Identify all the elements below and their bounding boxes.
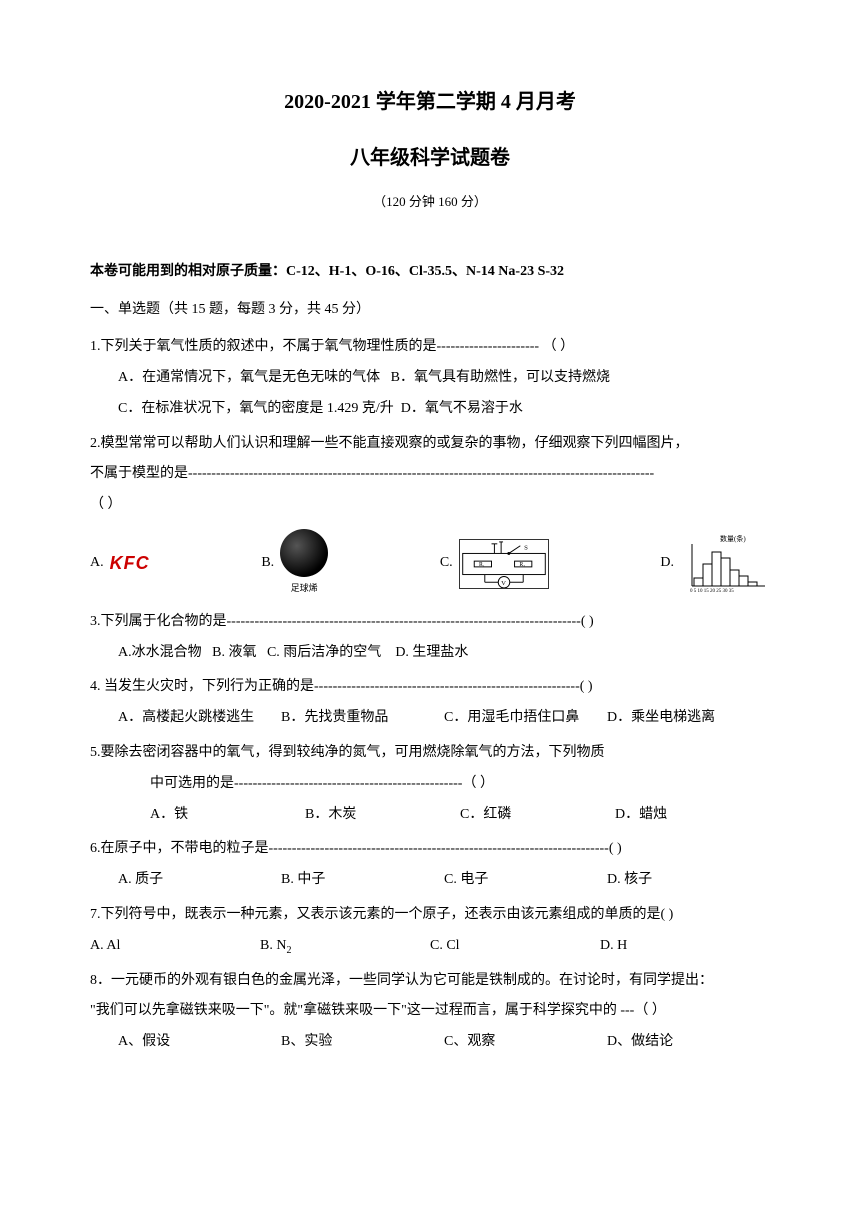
q8-optD: D、做结论 [607, 1027, 770, 1058]
q7-options: A. Al B. N2 C. Cl D. H [90, 931, 770, 962]
q4-stem: 4. 当发生火灾时，下列行为正确的是----------------------… [90, 672, 770, 703]
q8-stem-l1: 8．一元硬币的外观有银白色的金属光泽，一些同学认为它可能是铁制成的。在讨论时，有… [90, 966, 770, 997]
q7-optB: B. N2 [260, 931, 430, 962]
svg-text:R₂: R₂ [519, 562, 525, 568]
circuit-diagram-icon: S R₁ R₂ V [459, 539, 549, 589]
title-sub: 八年级科学试题卷 [90, 136, 770, 180]
q6-optB: B. 中子 [281, 865, 444, 896]
q2-stem-l2: 不属于模型的是---------------------------------… [90, 459, 770, 490]
svg-text:0 5 10 15 20 25 30 35: 0 5 10 15 20 25 30 35 [690, 589, 734, 594]
section-header: 一、单选题（共 15 题，每题 3 分，共 45 分） [90, 295, 770, 326]
q7-optA: A. Al [90, 931, 260, 962]
q8-stem-l2: "我们可以先拿磁铁来吸一下"。就"拿磁铁来吸一下"这一过程而言，属于科学探究中的… [90, 996, 770, 1027]
question-4: 4. 当发生火灾时，下列行为正确的是----------------------… [90, 672, 770, 734]
c60-wrap: 足球烯 [280, 529, 328, 599]
q3-optB: B. 液氧 [212, 645, 256, 660]
q8-optA: A、假设 [118, 1027, 281, 1058]
q3-stem: 3.下列属于化合物的是-----------------------------… [90, 607, 770, 638]
q1-optB: B．氧气具有助燃性，可以支持燃烧 [391, 370, 610, 385]
q3-optD: D. 生理盐水 [395, 645, 468, 660]
q2-optB-wrap: B. 足球烯 [261, 529, 328, 599]
q7-optD: D. H [600, 931, 770, 962]
q4-optD: D．乘坐电梯逃离 [607, 703, 770, 734]
q1-optA: A．在通常情况下，氧气是无色无味的气体 [118, 370, 380, 385]
q4-optA: A．高楼起火跳楼逃生 [118, 703, 281, 734]
q2-optD-label: D. [660, 548, 674, 579]
q1-stem: 1.下列关于氧气性质的叙述中，不属于氧气物理性质的是--------------… [90, 332, 770, 363]
question-7: 7.下列符号中，既表示一种元素，又表示该元素的一个原子，还表示由该元素组成的单质… [90, 900, 770, 962]
exam-info: （120 分钟 160 分） [90, 188, 770, 217]
q5-stem2: 中可选用的是----------------------------------… [90, 769, 770, 800]
q8-optB: B、实验 [281, 1027, 444, 1058]
question-8: 8．一元硬币的外观有银白色的金属光泽，一些同学认为它可能是铁制成的。在讨论时，有… [90, 966, 770, 1058]
q1-optD: D．氧气不易溶于水 [401, 401, 523, 416]
q6-optC: C. 电子 [444, 865, 607, 896]
c60-label: 足球烯 [280, 579, 328, 599]
q4-options: A．高楼起火跳楼逃生 B．先找贵重物品 C．用湿毛巾捂住口鼻 D．乘坐电梯逃离 [90, 703, 770, 734]
q1-optC: C．在标准状况下，氧气的密度是 1.429 克/升 [118, 401, 394, 416]
atomic-mass: 本卷可能用到的相对原子质量：C-12、H-1、O-16、Cl-35.5、N-14… [90, 257, 770, 288]
kfc-logo-icon: KFC [110, 544, 150, 584]
q6-optD: D. 核子 [607, 865, 770, 896]
svg-text:V: V [501, 580, 506, 587]
q8-options: A、假设 B、实验 C、观察 D、做结论 [90, 1027, 770, 1058]
q1-line1: A．在通常情况下，氧气是无色无味的气体 B．氧气具有助燃性，可以支持燃烧 [90, 363, 770, 394]
q3-optC: C. 雨后洁净的空气 [267, 645, 381, 660]
q6-optA: A. 质子 [118, 865, 281, 896]
q2-optC-label: C. [440, 548, 453, 579]
q5-optA: A．铁 [150, 800, 305, 831]
q2-optC-wrap: C. S R₁ R₂ V [440, 539, 549, 589]
question-2: 2.模型常常可以帮助人们认识和理解一些不能直接观察的或复杂的事物，仔细观察下列四… [90, 429, 770, 599]
q6-options: A. 质子 B. 中子 C. 电子 D. 核子 [90, 865, 770, 896]
q5-optB: B．木炭 [305, 800, 460, 831]
q1-line2: C．在标准状况下，氧气的密度是 1.429 克/升 D．氧气不易溶于水 [90, 394, 770, 425]
q5-optC: C．红磷 [460, 800, 615, 831]
q4-optB: B．先找贵重物品 [281, 703, 444, 734]
q7-stem: 7.下列符号中，既表示一种元素，又表示该元素的一个原子，还表示由该元素组成的单质… [90, 900, 770, 931]
question-6: 6.在原子中，不带电的粒子是--------------------------… [90, 834, 770, 896]
svg-text:S: S [524, 544, 528, 551]
q3-options: A.冰水混合物 B. 液氧 C. 雨后洁净的空气 D. 生理盐水 [90, 638, 770, 669]
q6-stem: 6.在原子中，不带电的粒子是--------------------------… [90, 834, 770, 865]
question-5: 5.要除去密闭容器中的氧气，得到较纯净的氮气，可用燃烧除氧气的方法，下列物质 中… [90, 738, 770, 830]
q2-optB-label: B. [261, 548, 274, 579]
hist-title: 数量(条) [720, 534, 746, 543]
q2-paren: （ ） [90, 490, 770, 521]
q2-image-row: A. KFC B. 足球烯 C. S R₁ [90, 529, 770, 599]
question-3: 3.下列属于化合物的是-----------------------------… [90, 607, 770, 669]
svg-text:R₁: R₁ [479, 562, 485, 568]
histogram-icon: 数量(条) 0 5 10 15 20 25 30 35 [680, 534, 770, 594]
q2-optA-label: A. [90, 548, 104, 579]
q5-options: A．铁 B．木炭 C．红磷 D．蜡烛 [90, 800, 770, 831]
q3-optA: A.冰水混合物 [118, 645, 202, 660]
q2-optD-wrap: D. 数量(条) 0 5 10 15 20 25 30 35 [660, 534, 770, 594]
q2-stem-l1: 2.模型常常可以帮助人们认识和理解一些不能直接观察的或复杂的事物，仔细观察下列四… [90, 429, 770, 460]
q2-optA-wrap: A. KFC [90, 544, 150, 584]
q4-optC: C．用湿毛巾捂住口鼻 [444, 703, 607, 734]
q7-optC: C. Cl [430, 931, 600, 962]
c60-icon [280, 529, 328, 577]
q5-stem: 5.要除去密闭容器中的氧气，得到较纯净的氮气，可用燃烧除氧气的方法，下列物质 [90, 738, 770, 769]
q8-optC: C、观察 [444, 1027, 607, 1058]
question-1: 1.下列关于氧气性质的叙述中，不属于氧气物理性质的是--------------… [90, 332, 770, 424]
title-main: 2020-2021 学年第二学期 4 月月考 [90, 80, 770, 124]
q5-optD: D．蜡烛 [615, 800, 770, 831]
